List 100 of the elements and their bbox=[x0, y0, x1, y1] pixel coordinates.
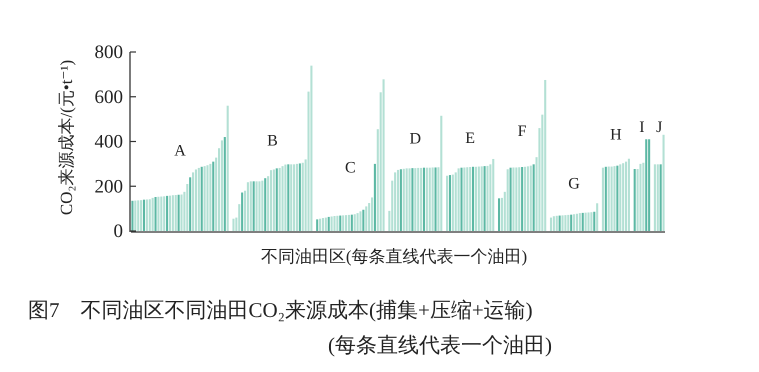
bar bbox=[417, 168, 420, 231]
bar bbox=[189, 177, 192, 231]
bar bbox=[310, 66, 312, 231]
annotation: A bbox=[174, 142, 186, 160]
bar bbox=[578, 213, 581, 231]
bar bbox=[238, 204, 240, 231]
bar bbox=[160, 196, 162, 231]
bar bbox=[131, 200, 134, 231]
bar bbox=[474, 166, 477, 231]
bar bbox=[278, 168, 281, 231]
bar bbox=[200, 166, 203, 231]
bar bbox=[302, 162, 304, 231]
y-tick-label: 400 bbox=[94, 132, 123, 152]
bar bbox=[224, 137, 226, 231]
bar bbox=[163, 196, 166, 231]
bar bbox=[256, 181, 258, 231]
bar bbox=[342, 215, 344, 231]
bar bbox=[446, 176, 448, 231]
bar bbox=[362, 210, 364, 231]
bar bbox=[619, 164, 622, 231]
bar bbox=[466, 167, 468, 231]
bar bbox=[648, 139, 650, 231]
bar bbox=[526, 166, 529, 231]
bar bbox=[166, 196, 168, 231]
bar bbox=[336, 216, 338, 231]
bar bbox=[330, 216, 333, 231]
bar bbox=[146, 199, 148, 231]
bar bbox=[198, 168, 200, 231]
bar bbox=[348, 214, 350, 231]
bar bbox=[270, 170, 272, 231]
bar bbox=[293, 164, 296, 231]
bar bbox=[518, 167, 520, 231]
bar bbox=[654, 164, 656, 231]
bar bbox=[432, 167, 434, 231]
bar bbox=[469, 167, 472, 231]
bar bbox=[411, 168, 414, 231]
bar bbox=[296, 164, 298, 231]
bar bbox=[142, 200, 146, 231]
bar bbox=[604, 166, 607, 231]
bar bbox=[440, 116, 442, 231]
annotation: H bbox=[610, 126, 622, 144]
text: (每条直线代表一个油田) bbox=[328, 333, 552, 357]
bar bbox=[374, 164, 376, 231]
bar bbox=[276, 168, 278, 231]
bar bbox=[206, 165, 209, 231]
bar bbox=[608, 166, 610, 231]
bar bbox=[209, 164, 212, 231]
bar bbox=[406, 168, 408, 231]
bar bbox=[281, 166, 284, 231]
bar bbox=[422, 168, 426, 231]
bar bbox=[622, 163, 624, 231]
bar bbox=[400, 169, 402, 231]
bar bbox=[414, 168, 416, 231]
bar bbox=[258, 181, 260, 231]
bar bbox=[272, 169, 275, 231]
bar bbox=[570, 214, 572, 231]
bar bbox=[345, 215, 348, 231]
bar bbox=[458, 168, 460, 231]
bar bbox=[550, 218, 552, 231]
bar bbox=[354, 214, 356, 231]
bar bbox=[564, 215, 566, 231]
bar bbox=[298, 163, 301, 231]
bar bbox=[172, 195, 174, 231]
x-axis-title: 不同油田区(每条直线代表一个油田) bbox=[260, 247, 528, 266]
bar bbox=[596, 203, 598, 231]
bar bbox=[552, 216, 555, 231]
annotation: J bbox=[656, 118, 662, 136]
bar bbox=[610, 166, 613, 231]
bar bbox=[226, 106, 229, 231]
bar bbox=[628, 158, 630, 231]
bar bbox=[561, 215, 564, 231]
bar bbox=[408, 168, 411, 231]
bar bbox=[452, 174, 454, 231]
bar bbox=[178, 194, 180, 231]
bar bbox=[521, 167, 524, 231]
bar bbox=[656, 164, 659, 231]
bar bbox=[576, 214, 578, 231]
bar bbox=[472, 166, 474, 231]
bar bbox=[530, 166, 532, 231]
bar bbox=[506, 169, 509, 231]
bar bbox=[434, 167, 437, 231]
bar bbox=[634, 169, 636, 231]
bar bbox=[587, 212, 590, 231]
bar bbox=[290, 164, 292, 231]
y-tick-label: 0 bbox=[114, 221, 123, 242]
annotation: C bbox=[345, 159, 356, 176]
bar bbox=[480, 166, 483, 231]
bar bbox=[556, 216, 558, 231]
bar bbox=[322, 218, 324, 231]
bar bbox=[593, 212, 596, 231]
bar bbox=[426, 168, 428, 231]
bar bbox=[134, 200, 136, 231]
bar bbox=[624, 162, 628, 231]
bar bbox=[241, 192, 244, 231]
bar bbox=[148, 199, 151, 231]
bar bbox=[316, 219, 318, 231]
bar bbox=[168, 196, 172, 231]
bar bbox=[350, 214, 353, 231]
bar bbox=[515, 167, 518, 231]
bar bbox=[382, 79, 385, 231]
